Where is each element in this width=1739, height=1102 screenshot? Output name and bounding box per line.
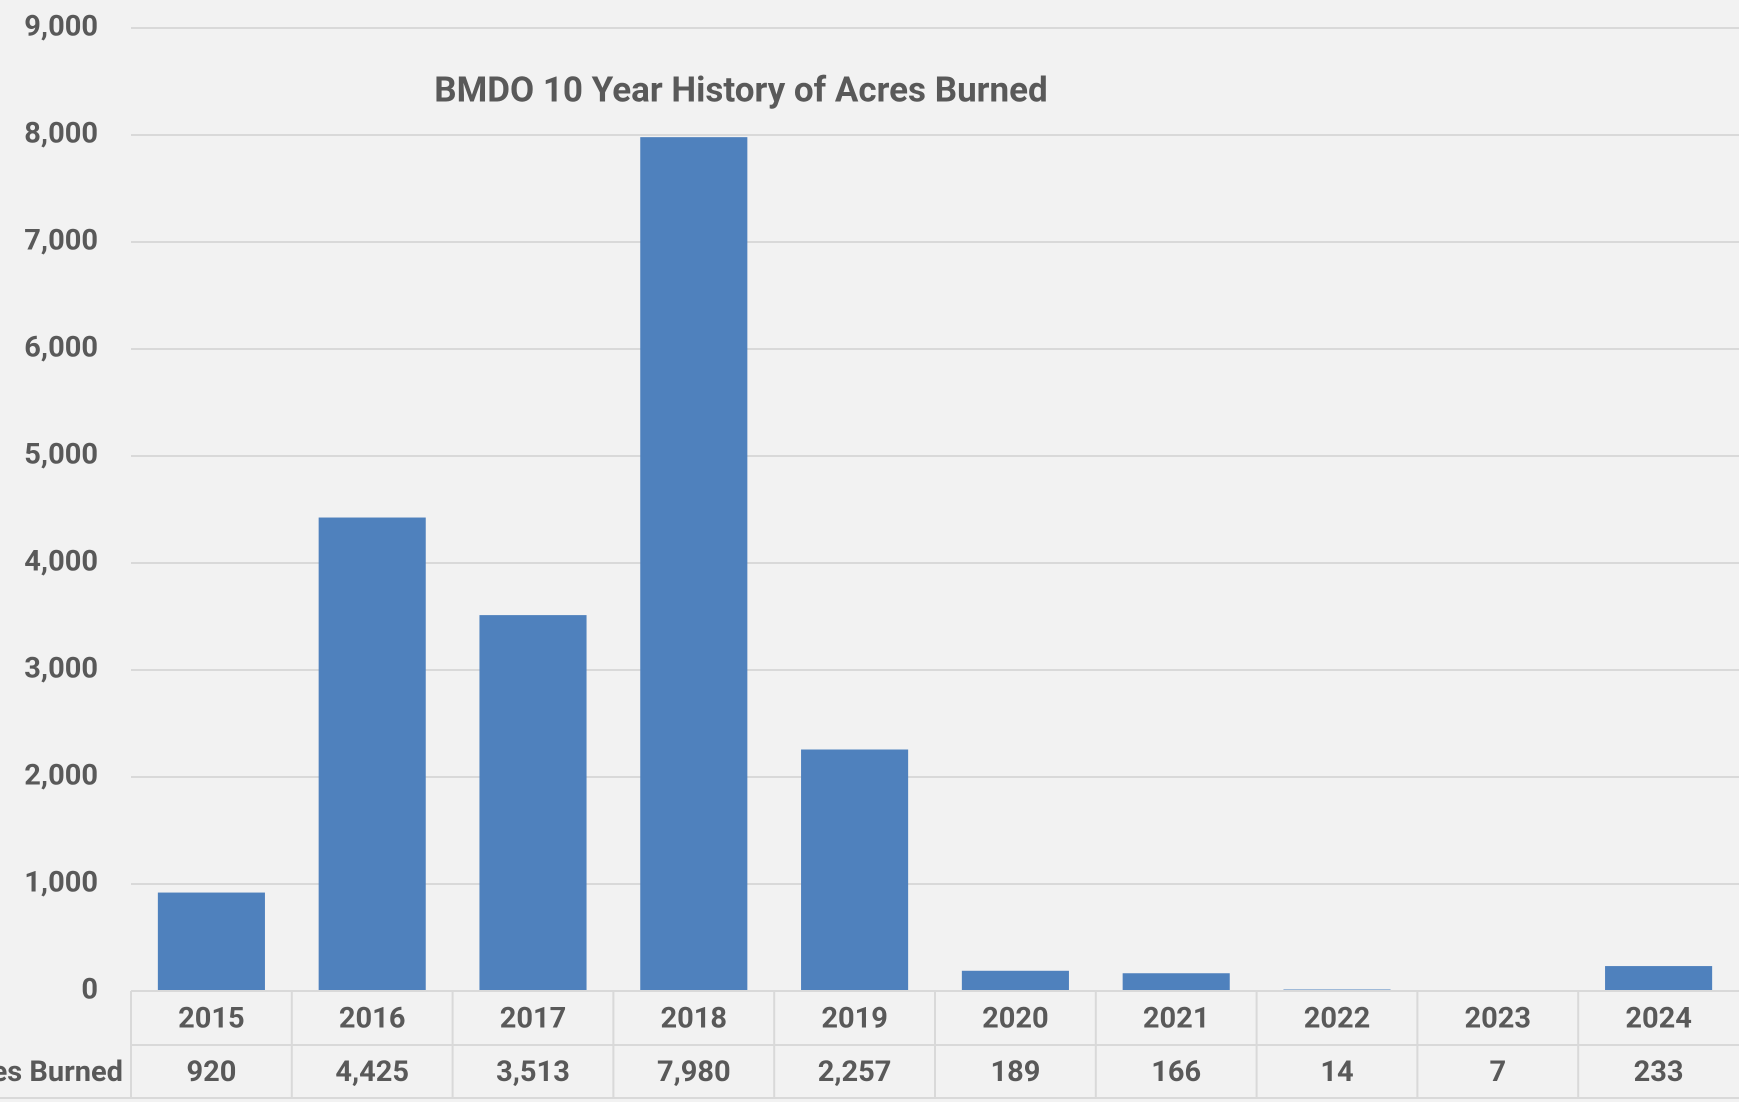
x-tick-label: 2019 [821,1002,888,1036]
table-value: 7,980 [657,1055,731,1089]
x-tick-label: 2015 [178,1002,245,1036]
table-value: 14 [1320,1055,1353,1089]
y-tick-label: 8,000 [24,117,98,151]
bar [961,970,1069,991]
y-tick-label: 4,000 [24,545,98,579]
y-tick-label: 0 [81,973,98,1007]
y-tick-label: 3,000 [24,652,98,686]
y-tick-label: 1,000 [24,866,98,900]
x-tick-label: 2018 [661,1002,728,1036]
table-value: 2,257 [818,1055,892,1089]
x-tick-label: 2022 [1304,1002,1371,1036]
x-tick-label: 2016 [339,1002,406,1036]
table-value: 189 [990,1055,1040,1089]
bar [318,517,426,991]
bar [1605,966,1713,991]
x-tick-label: 2017 [500,1002,567,1036]
table-value: 166 [1151,1055,1201,1089]
y-tick-label: 9,000 [24,10,98,44]
x-tick-label: 2023 [1465,1002,1532,1036]
x-tick-label: 2020 [982,1002,1049,1036]
chart-title: BMDO 10 Year History of Acres Burned [434,69,1047,110]
table-value: 4,425 [335,1055,409,1089]
y-tick-label: 2,000 [24,759,98,793]
bar [479,615,587,991]
bar [1122,973,1230,991]
table-row-label: Acres Burned [0,1055,123,1089]
table-value: 3,513 [496,1055,570,1089]
table-value: 7 [1489,1055,1506,1089]
table-value: 233 [1634,1055,1684,1089]
bar [157,892,265,991]
bar [640,137,748,991]
y-tick-label: 6,000 [24,331,98,365]
table-value: 920 [186,1055,236,1089]
bar [801,749,909,991]
x-tick-label: 2024 [1625,1002,1692,1036]
y-tick-label: 7,000 [24,224,98,258]
x-tick-label: 2021 [1143,1002,1210,1036]
y-tick-label: 5,000 [24,438,98,472]
